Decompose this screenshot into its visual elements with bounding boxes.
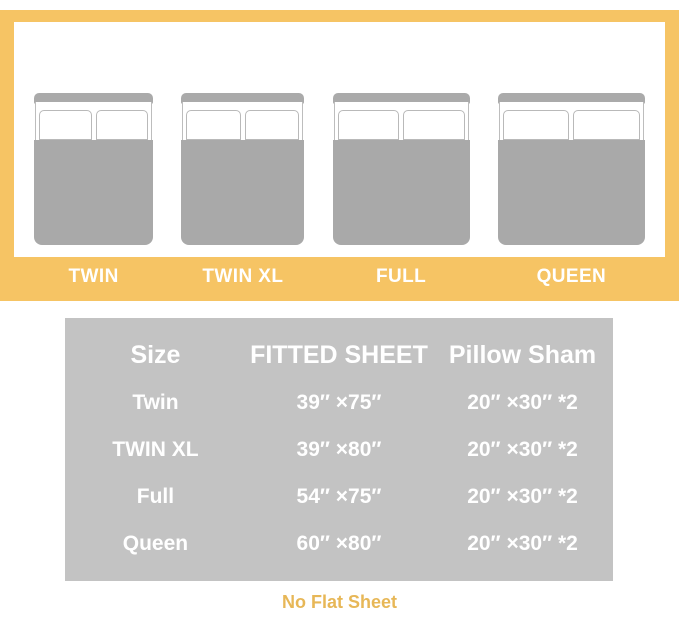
pillow-group [502, 110, 640, 140]
cell-size: TWIN XL [112, 437, 199, 461]
table-row: Queen 60″ ×80″ 20″ ×30″ *2 [73, 520, 605, 567]
pillow-icon-left [337, 110, 400, 140]
cell-pillow-sham: 20″ ×30″ *2 [467, 390, 578, 414]
cell-size: Full [136, 484, 175, 508]
mattress-body [332, 140, 470, 245]
cell-size: Twin [132, 390, 179, 414]
pillow-group [186, 110, 300, 140]
pillow-icon-right [95, 110, 149, 140]
pillow-icon-right [403, 110, 465, 140]
size-label-full: FULL [376, 266, 427, 287]
pillow-icon-right [244, 110, 300, 140]
headboard-icon [332, 93, 470, 104]
column-header-pillow-sham: Pillow Sham [448, 341, 597, 369]
bed-queen [497, 93, 645, 245]
table-row: Full 54″ ×75″ 20″ ×30″ *2 [73, 473, 605, 520]
cell-pillow-sham: 20″ ×30″ *2 [467, 531, 578, 555]
mattress-body [34, 140, 154, 245]
table-row: TWIN XL 39″ ×80″ 20″ ×30″ *2 [73, 426, 605, 473]
table-row: Twin 39″ ×75″ 20″ ×30″ *2 [73, 379, 605, 426]
headboard-icon [34, 93, 154, 104]
size-label-twin: TWIN [68, 266, 119, 287]
pillow-group [337, 110, 465, 140]
cell-pillow-sham: 20″ ×30″ *2 [467, 437, 578, 461]
column-header-size: Size [130, 341, 181, 369]
pillow-icon-right [573, 110, 640, 140]
pillow-icon-left [39, 110, 92, 140]
bed-twin-xl [181, 93, 305, 245]
specification-table: Size FITTED SHEET Pillow Sham Twin 39″ ×… [65, 318, 613, 581]
cell-fitted-sheet: 39″ ×75″ [296, 390, 382, 414]
bed-twin [34, 93, 154, 245]
cell-fitted-sheet: 60″ ×80″ [296, 531, 382, 555]
column-header-fitted-sheet: FITTED SHEET [250, 341, 428, 369]
size-label-twin-xl: TWIN XL [202, 266, 284, 287]
pillow-icon-left [502, 110, 570, 140]
mattress-body [497, 140, 645, 245]
footer-note: No Flat Sheet [281, 592, 397, 612]
headboard-icon [181, 93, 305, 104]
size-label-bar: TWIN TWIN XL FULL QUEEN [14, 260, 665, 294]
illustration-frame: TWIN TWIN XL FULL QUEEN [0, 10, 679, 301]
cell-size: Queen [122, 531, 189, 555]
size-label-queen: QUEEN [536, 266, 607, 287]
headboard-icon [497, 93, 645, 104]
bed-full [332, 93, 470, 245]
cell-fitted-sheet: 54″ ×75″ [296, 484, 382, 508]
pillow-group [39, 110, 149, 140]
cell-pillow-sham: 20″ ×30″ *2 [467, 484, 578, 508]
mattress-body [181, 140, 305, 245]
bed-illustrations [14, 22, 665, 257]
table-header-row: Size FITTED SHEET Pillow Sham [73, 332, 605, 379]
pillow-icon-left [186, 110, 241, 140]
cell-fitted-sheet: 39″ ×80″ [296, 437, 382, 461]
